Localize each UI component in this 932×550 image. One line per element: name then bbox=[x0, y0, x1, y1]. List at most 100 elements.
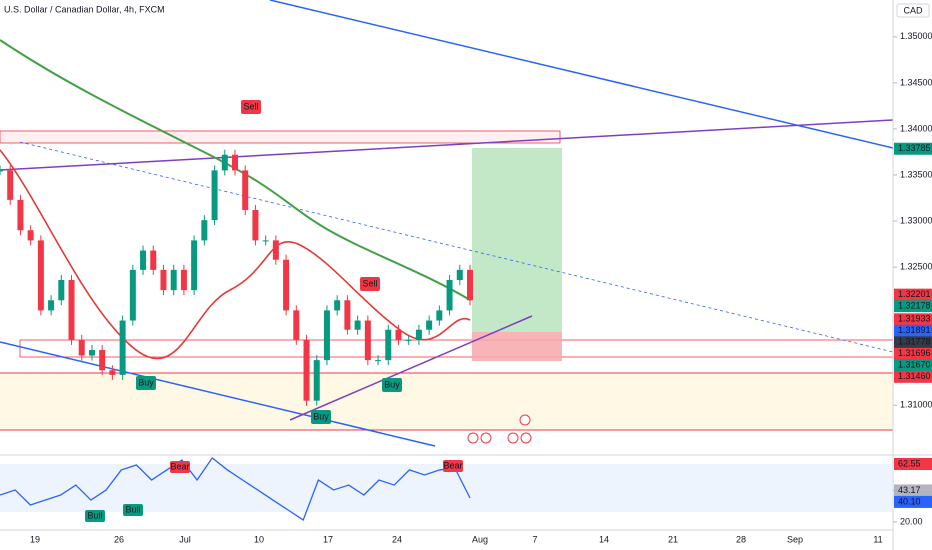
candle bbox=[415, 329, 422, 340]
price-badge bbox=[894, 288, 932, 301]
x-tick-label: 21 bbox=[668, 534, 678, 544]
price-badge bbox=[894, 300, 932, 313]
moving-average bbox=[0, 149, 471, 360]
x-tick-label: 10 bbox=[254, 534, 264, 544]
candle bbox=[170, 269, 177, 291]
x-tick-label: 7 bbox=[532, 534, 537, 544]
event-icon bbox=[480, 432, 492, 444]
moving-average bbox=[0, 39, 471, 301]
price-badge bbox=[894, 484, 932, 497]
price-badge bbox=[894, 313, 932, 326]
event-icon bbox=[507, 432, 519, 444]
price-badge bbox=[894, 142, 932, 155]
candle bbox=[119, 320, 126, 375]
candle bbox=[7, 170, 14, 200]
event-icon bbox=[467, 432, 479, 444]
candle bbox=[303, 339, 310, 401]
candle bbox=[211, 170, 218, 221]
y-tick-label: 1.31000 bbox=[900, 400, 932, 410]
candle bbox=[17, 199, 24, 231]
signal-label: Buy bbox=[384, 379, 400, 389]
candle bbox=[313, 360, 320, 401]
signal-badge bbox=[443, 460, 463, 472]
candle bbox=[0, 170, 3, 172]
stop-box bbox=[472, 332, 562, 361]
x-tick-label: 19 bbox=[30, 534, 40, 544]
price-badge-label: 1.33785 bbox=[898, 143, 931, 153]
candle bbox=[180, 269, 187, 291]
y-tick-label: 1.33500 bbox=[900, 169, 932, 179]
candle bbox=[27, 230, 34, 241]
signal-label: Sell bbox=[243, 101, 258, 111]
signal-label: Bear bbox=[170, 461, 189, 471]
currency-box bbox=[896, 3, 930, 18]
candle bbox=[140, 250, 147, 270]
event-icon bbox=[519, 414, 531, 426]
price-badge bbox=[894, 495, 932, 508]
candle bbox=[150, 250, 157, 270]
price-badge-label: 1.31696 bbox=[898, 348, 931, 358]
price-badge bbox=[894, 336, 932, 349]
event-icons bbox=[467, 414, 532, 444]
price-badge bbox=[894, 370, 932, 383]
trend-line bbox=[289, 315, 533, 421]
candle bbox=[344, 300, 351, 330]
candle bbox=[191, 240, 198, 291]
price-badge-label: 40.10 bbox=[898, 496, 921, 506]
signal-label: Sell bbox=[362, 278, 377, 288]
candle bbox=[293, 310, 300, 340]
signal-badge bbox=[360, 277, 380, 291]
candle bbox=[436, 310, 443, 321]
candle bbox=[58, 280, 65, 301]
demand-zone bbox=[0, 373, 893, 430]
candle bbox=[272, 240, 279, 260]
x-tick-label: 28 bbox=[736, 534, 746, 544]
signal-badge bbox=[136, 376, 156, 390]
price-badge-label: 1.31933 bbox=[898, 314, 931, 324]
candle bbox=[129, 269, 136, 321]
price-badge-label: 1.31670 bbox=[898, 360, 931, 370]
signal-label: Bull bbox=[125, 504, 140, 514]
candle bbox=[160, 269, 167, 291]
signal-label: Bull bbox=[87, 510, 102, 520]
candle bbox=[334, 300, 341, 311]
x-tick-label: 17 bbox=[323, 534, 333, 544]
trend-line bbox=[269, 0, 894, 149]
candle bbox=[446, 280, 453, 311]
candle bbox=[232, 154, 238, 171]
candle bbox=[242, 170, 249, 210]
candle bbox=[262, 240, 269, 242]
chart-title: U.S. Dollar / Canadian Dollar, 4h, FXCM bbox=[4, 4, 165, 14]
price-badge-label: 43.17 bbox=[898, 485, 921, 495]
candle bbox=[201, 220, 208, 241]
signal-badge bbox=[123, 504, 143, 516]
y-tick-label: 1.34500 bbox=[900, 77, 932, 87]
candle bbox=[456, 269, 463, 280]
price-badge-label: 1.31460 bbox=[898, 371, 931, 381]
event-icon bbox=[520, 432, 532, 444]
x-tick-label: 14 bbox=[599, 534, 609, 544]
currency: CAD bbox=[903, 5, 923, 15]
y-tick-label: 1.35000 bbox=[900, 31, 932, 41]
price-badge bbox=[894, 457, 932, 470]
candle bbox=[364, 320, 371, 361]
rsi-line bbox=[0, 456, 471, 521]
candle bbox=[252, 210, 259, 241]
signal-badge bbox=[170, 461, 190, 473]
x-tick-label: Sep bbox=[787, 534, 803, 544]
x-tick-label: 26 bbox=[114, 534, 124, 544]
candle bbox=[68, 280, 75, 340]
x-tick-label: 24 bbox=[392, 534, 402, 544]
trend-line bbox=[0, 341, 436, 447]
price-badge-label: 1.31891 bbox=[898, 325, 931, 335]
candle bbox=[78, 339, 85, 356]
candle bbox=[221, 154, 228, 171]
signal-badge bbox=[241, 100, 261, 114]
trend-line bbox=[0, 119, 894, 171]
candle bbox=[37, 240, 44, 311]
candle bbox=[283, 259, 290, 311]
signal-badge bbox=[382, 378, 402, 392]
supply-zone bbox=[0, 130, 561, 144]
